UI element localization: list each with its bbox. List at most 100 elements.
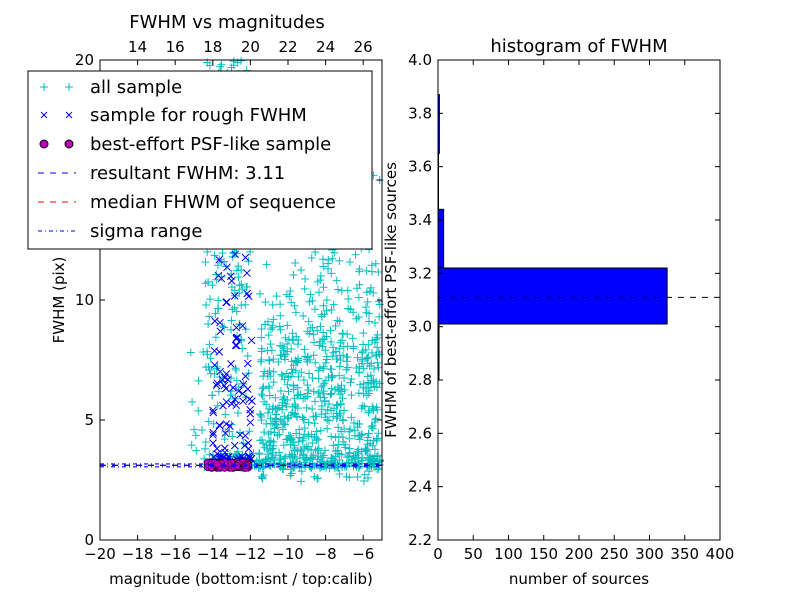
legend-label: sigma range bbox=[90, 221, 202, 242]
scatter-point-all bbox=[263, 317, 272, 326]
scatter-point-all bbox=[294, 437, 303, 446]
scatter-point-all bbox=[249, 449, 258, 458]
scatter-point-all bbox=[331, 433, 340, 442]
scatter-point-all bbox=[258, 474, 267, 483]
scatter-point-all bbox=[338, 329, 347, 338]
scatter-point-all bbox=[278, 417, 287, 426]
scatter-point-all bbox=[363, 297, 372, 306]
x-tick-label: 250 bbox=[600, 545, 629, 563]
scatter-point-all bbox=[268, 300, 277, 309]
scatter-point-all bbox=[338, 415, 347, 424]
scatter-point-all bbox=[301, 394, 310, 403]
scatter-point-all bbox=[279, 419, 288, 428]
scatter-point-all bbox=[313, 455, 322, 464]
scatter-point-all bbox=[368, 402, 377, 411]
scatter-point-rough bbox=[209, 439, 217, 447]
scatter-point-all bbox=[348, 334, 357, 343]
scatter-point-all bbox=[317, 310, 326, 319]
scatter-point-all bbox=[371, 414, 380, 423]
scatter-point-rough bbox=[222, 398, 231, 406]
scatter-point-all bbox=[216, 62, 225, 71]
scatter-point-rough bbox=[209, 431, 217, 439]
scatter-point-all bbox=[373, 405, 382, 414]
scatter-point-all bbox=[313, 326, 322, 335]
scatter-point-all bbox=[307, 453, 316, 462]
scatter-point-all bbox=[345, 434, 354, 443]
scatter-point-all bbox=[355, 280, 364, 289]
scatter-point-all bbox=[354, 389, 363, 398]
y-tick-label: 2.4 bbox=[408, 478, 432, 496]
scatter-point-all bbox=[327, 305, 336, 314]
legend-label: resultant FWHM: 3.11 bbox=[90, 163, 285, 184]
histogram-bar bbox=[437, 208, 445, 269]
scatter-point-all bbox=[194, 376, 203, 385]
scatter-point-all bbox=[293, 383, 302, 392]
scatter-point-all bbox=[263, 408, 272, 417]
x-tick-label: 350 bbox=[670, 545, 699, 563]
scatter-point-all bbox=[258, 391, 267, 400]
scatter-point-all bbox=[298, 436, 307, 445]
scatter-point-all bbox=[278, 342, 287, 351]
scatter-point-rough bbox=[243, 359, 252, 368]
scatter-point-all bbox=[343, 353, 352, 362]
scatter-point-all bbox=[349, 308, 358, 317]
scatter-point-all bbox=[245, 427, 254, 436]
scatter-point-all bbox=[220, 323, 229, 332]
scatter-point-all bbox=[322, 296, 331, 305]
scatter-point-all bbox=[342, 357, 351, 366]
scatter-point-rough bbox=[211, 317, 219, 325]
scatter-point-rough bbox=[222, 298, 231, 306]
legend-label: best-effort PSF-like sample bbox=[90, 134, 331, 155]
scatter-point-all bbox=[305, 369, 314, 378]
scatter-point-all bbox=[345, 427, 354, 436]
scatter-point-all bbox=[204, 417, 213, 426]
scatter-point-all bbox=[269, 367, 278, 376]
scatter-point-all bbox=[331, 321, 340, 330]
scatter-point-all bbox=[358, 348, 367, 357]
x-tick-label: 150 bbox=[529, 545, 558, 563]
scatter-point-all bbox=[284, 373, 293, 382]
scatter-point-all bbox=[241, 393, 250, 402]
scatter-point-all bbox=[324, 372, 333, 381]
scatter-point-all bbox=[257, 416, 266, 424]
scatter-point-rough bbox=[247, 336, 256, 345]
scatter-point-rough bbox=[239, 397, 247, 406]
scatter-point-all bbox=[329, 343, 338, 352]
top-x-tick-label: 14 bbox=[128, 38, 147, 56]
scatter-point-all bbox=[227, 316, 236, 325]
scatter-point-all bbox=[334, 440, 343, 449]
scatter-point-all bbox=[367, 359, 376, 368]
scatter-point-all bbox=[309, 330, 318, 339]
scatter-point-all bbox=[299, 450, 308, 459]
x-tick-label: −8 bbox=[315, 545, 337, 563]
scatter-point-all bbox=[370, 418, 379, 427]
x-tick-label: −12 bbox=[235, 545, 267, 563]
scatter-point-all bbox=[354, 368, 363, 377]
scatter-point-rough bbox=[213, 444, 221, 453]
scatter-point-all bbox=[237, 301, 246, 310]
x-tick-label: −20 bbox=[84, 545, 116, 563]
scatter-point-all bbox=[275, 403, 284, 412]
scatter-point-all bbox=[308, 374, 317, 383]
scatter-point-all bbox=[288, 408, 297, 417]
scatter-point-rough bbox=[226, 422, 234, 430]
scatter-point-all bbox=[191, 431, 200, 440]
scatter-point-all bbox=[273, 423, 282, 432]
scatter-point-all bbox=[199, 348, 208, 357]
scatter-point-all bbox=[278, 398, 287, 407]
y-tick-label: 5 bbox=[84, 411, 94, 429]
scatter-point-all bbox=[267, 346, 276, 355]
scatter-point-all bbox=[339, 342, 348, 351]
scatter-point-all bbox=[338, 433, 347, 442]
scatter-point-all bbox=[288, 368, 297, 377]
scatter-point-all bbox=[232, 307, 241, 316]
scatter-point-all bbox=[297, 467, 306, 476]
legend-entry-median-fwhm: median FHWM of sequence bbox=[38, 192, 336, 213]
y-tick-label: 2.6 bbox=[408, 424, 432, 442]
scatter-point-rough bbox=[215, 255, 224, 264]
scatter-point-all bbox=[311, 445, 320, 454]
scatter-point-all bbox=[336, 356, 345, 365]
scatter-point-all bbox=[299, 311, 308, 320]
scatter-point-all bbox=[371, 259, 380, 268]
scatter-point-all bbox=[320, 397, 329, 406]
